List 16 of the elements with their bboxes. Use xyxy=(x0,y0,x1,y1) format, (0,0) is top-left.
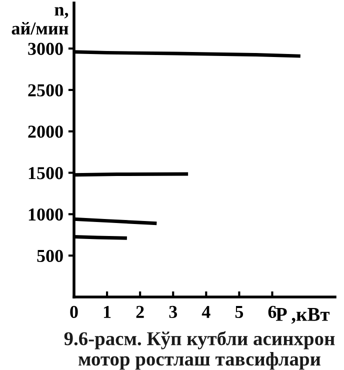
x-tick-label: 6 xyxy=(268,306,276,318)
x-tick-label: 4 xyxy=(202,306,210,318)
y-tick-label: 2500 xyxy=(28,84,63,96)
text: 9.6-расм. Кўп кутбли асинхрон мотор ростлаш тавсифлари xyxy=(64,331,335,370)
y-tick-label: 3000 xyxy=(28,42,63,55)
x-axis-title: P ,кВт xyxy=(276,308,330,324)
x-tick-label: 0 xyxy=(70,306,78,318)
y-tick-label: 1000 xyxy=(28,208,63,221)
x-tick-label: 3 xyxy=(169,306,178,318)
y-tick-label: 1500 xyxy=(28,167,63,180)
y-tick-label: 500 xyxy=(37,250,63,262)
x-tick-label: 5 xyxy=(235,306,244,318)
x-tick-label: 1 xyxy=(104,306,111,318)
x-tick-label: 2 xyxy=(136,306,144,318)
y-axis-title: n, ай/мин xyxy=(12,7,68,35)
y-tick-label: 2000 xyxy=(28,126,63,138)
